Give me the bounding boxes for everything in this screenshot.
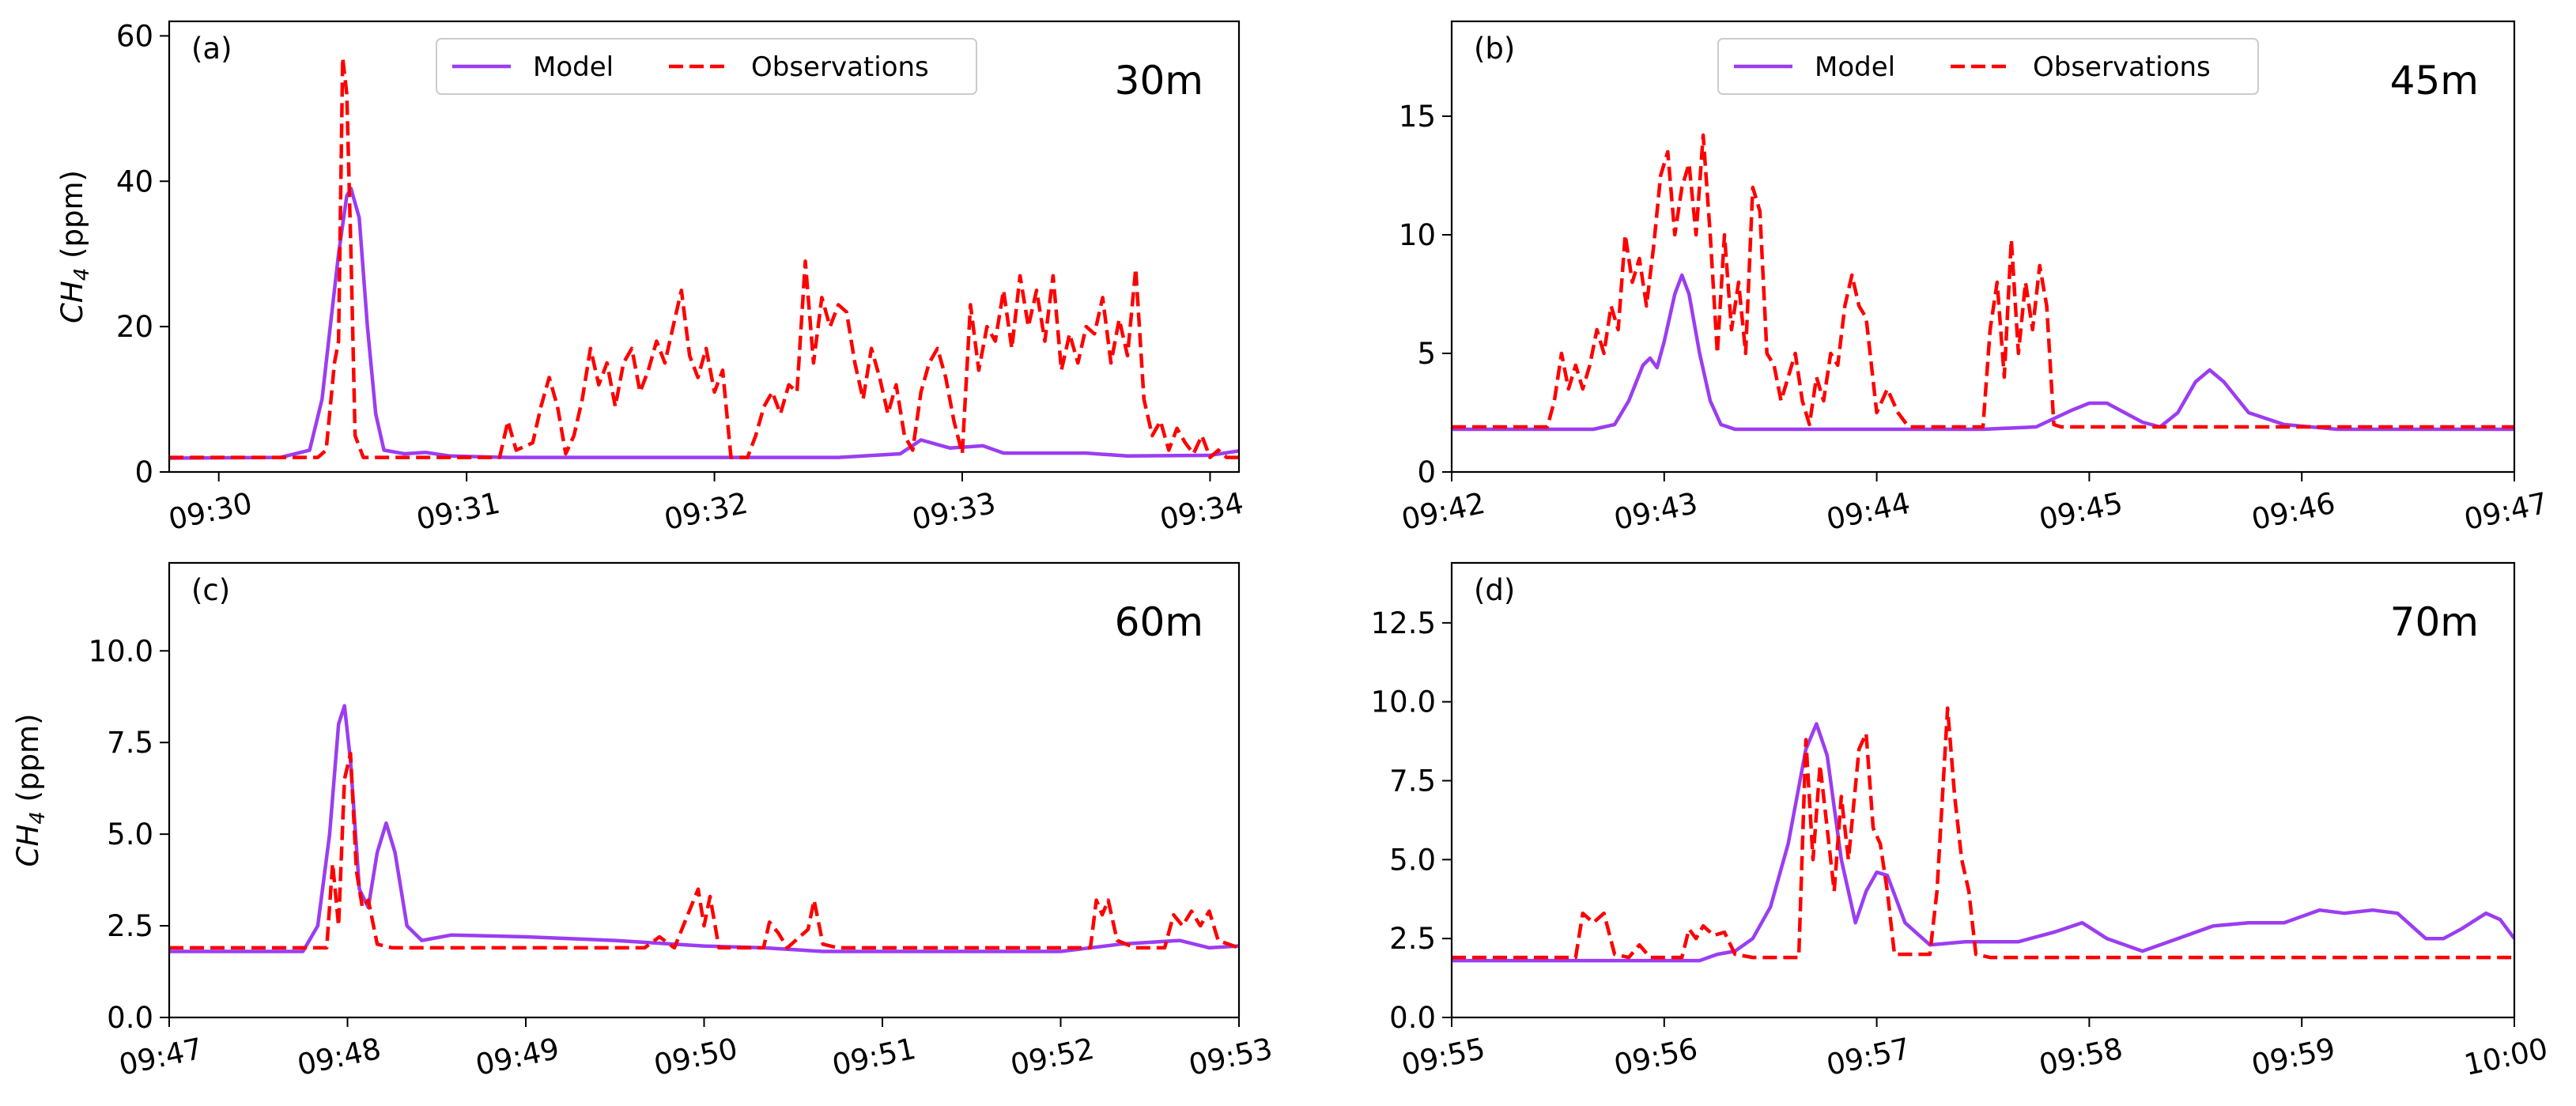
axes-frame — [168, 20, 1241, 474]
y-tick-label: 0 — [134, 455, 153, 489]
y-tick-label: 0.0 — [107, 1001, 153, 1035]
panel-c: 0.0 2.5 5.0 7.5 10.0 09:47 09:48 09:49 09:50 09:5… — [11, 561, 1275, 1082]
y-tick-label: 0 — [1417, 455, 1436, 489]
y-tick-label: 60 — [116, 19, 153, 53]
y-tick-label: 20 — [116, 310, 153, 344]
model-line — [169, 187, 1239, 460]
y-tick-label: 15 — [1399, 100, 1436, 134]
y-tick-label: 2.5 — [107, 909, 153, 943]
panel-label: (d) — [1474, 573, 1515, 607]
observations-line — [169, 55, 1239, 459]
x-tick-label: 09:55 — [1399, 1032, 1488, 1082]
x-tick-label: 09:30 — [165, 486, 255, 537]
x-tick-label: 09:59 — [2249, 1032, 2338, 1082]
legend: Model Observations — [436, 38, 977, 95]
legend-observations-label: Observations — [2033, 51, 2211, 83]
x-tick-label: 09:49 — [473, 1032, 562, 1082]
legend-box — [436, 38, 977, 95]
observations-line — [1452, 706, 2514, 960]
x-tick-label: 09:47 — [116, 1032, 206, 1082]
y-axis-label: CH4 (ppm) — [11, 714, 50, 867]
model-line — [1452, 273, 2514, 432]
y-tick-label: 12.5 — [1371, 606, 1436, 640]
x-tick-label: 09:53 — [1186, 1032, 1275, 1082]
x-tick-label: 09:50 — [651, 1032, 740, 1082]
model-line — [169, 704, 1239, 953]
height-label: 45m — [2390, 58, 2479, 104]
x-tick-label: 09:57 — [1823, 1032, 1913, 1082]
y-tick-label: 10.0 — [89, 634, 153, 668]
legend-observations-label: Observations — [751, 51, 929, 83]
x-tick-label: 09:52 — [1007, 1032, 1097, 1082]
observations-line — [169, 751, 1239, 950]
y-tick-label: 7.5 — [1389, 764, 1436, 798]
panel-label: (c) — [191, 573, 230, 607]
x-tick-label: 09:32 — [661, 486, 750, 537]
height-label: 60m — [1115, 599, 1203, 645]
y-tick-label: 5.0 — [1389, 843, 1436, 877]
x-tick-label: 09:44 — [1823, 486, 1913, 537]
x-tick-label: 09:56 — [1611, 1032, 1701, 1082]
legend-box — [1717, 38, 2259, 95]
x-tick-label: 10:00 — [2461, 1032, 2551, 1082]
y-axis-label: CH4 (ppm) — [55, 170, 94, 323]
x-tick-label: 09:31 — [414, 486, 503, 537]
height-label: 30m — [1115, 58, 1203, 104]
panel-label: (a) — [191, 32, 232, 66]
observations-line — [1452, 133, 2514, 429]
model-line — [1452, 722, 2514, 963]
y-tick-label: 40 — [116, 164, 153, 198]
legend: Model Observations — [1717, 38, 2259, 95]
x-tick-label: 09:47 — [2461, 486, 2551, 537]
panel-a: 0 20 40 60 09:30 09:31 09:32 09:33 09:34 (a) 30m CH… — [55, 19, 1246, 537]
x-tick-label: 09:58 — [2036, 1032, 2125, 1082]
legend-model-label: Model — [1815, 51, 1895, 83]
y-tick-label: 10 — [1399, 218, 1436, 252]
x-tick-label: 09:48 — [294, 1032, 383, 1082]
x-tick-label: 09:42 — [1399, 486, 1488, 537]
x-tick-label: 09:45 — [2036, 486, 2125, 537]
x-tick-label: 09:51 — [829, 1032, 919, 1082]
y-tick-label: 5 — [1417, 337, 1436, 371]
panel-b: 0 5 10 15 09:42 09:43 09:44 09:45 09:46 09:47 (b) 4… — [1399, 20, 2551, 537]
x-tick-label: 09:33 — [909, 486, 999, 537]
panel-label: (b) — [1474, 32, 1515, 66]
y-tick-label: 7.5 — [107, 726, 153, 760]
y-tick-label: 5.0 — [107, 817, 153, 851]
legend-model-label: Model — [533, 51, 614, 83]
x-tick-label: 09:34 — [1157, 486, 1246, 537]
y-tick-label: 10.0 — [1371, 685, 1436, 719]
axes-frame — [1450, 20, 2516, 474]
panel-d: 0.0 2.5 5.0 7.5 10.0 12.5 09:55 09:56 09:57 09:58… — [1371, 561, 2551, 1082]
y-tick-label: 0.0 — [1389, 1001, 1436, 1035]
axes-frame — [1450, 561, 2516, 1019]
y-tick-label: 2.5 — [1389, 922, 1436, 956]
x-tick-label: 09:46 — [2249, 486, 2338, 537]
x-tick-label: 09:43 — [1611, 486, 1701, 537]
height-label: 70m — [2390, 599, 2479, 645]
